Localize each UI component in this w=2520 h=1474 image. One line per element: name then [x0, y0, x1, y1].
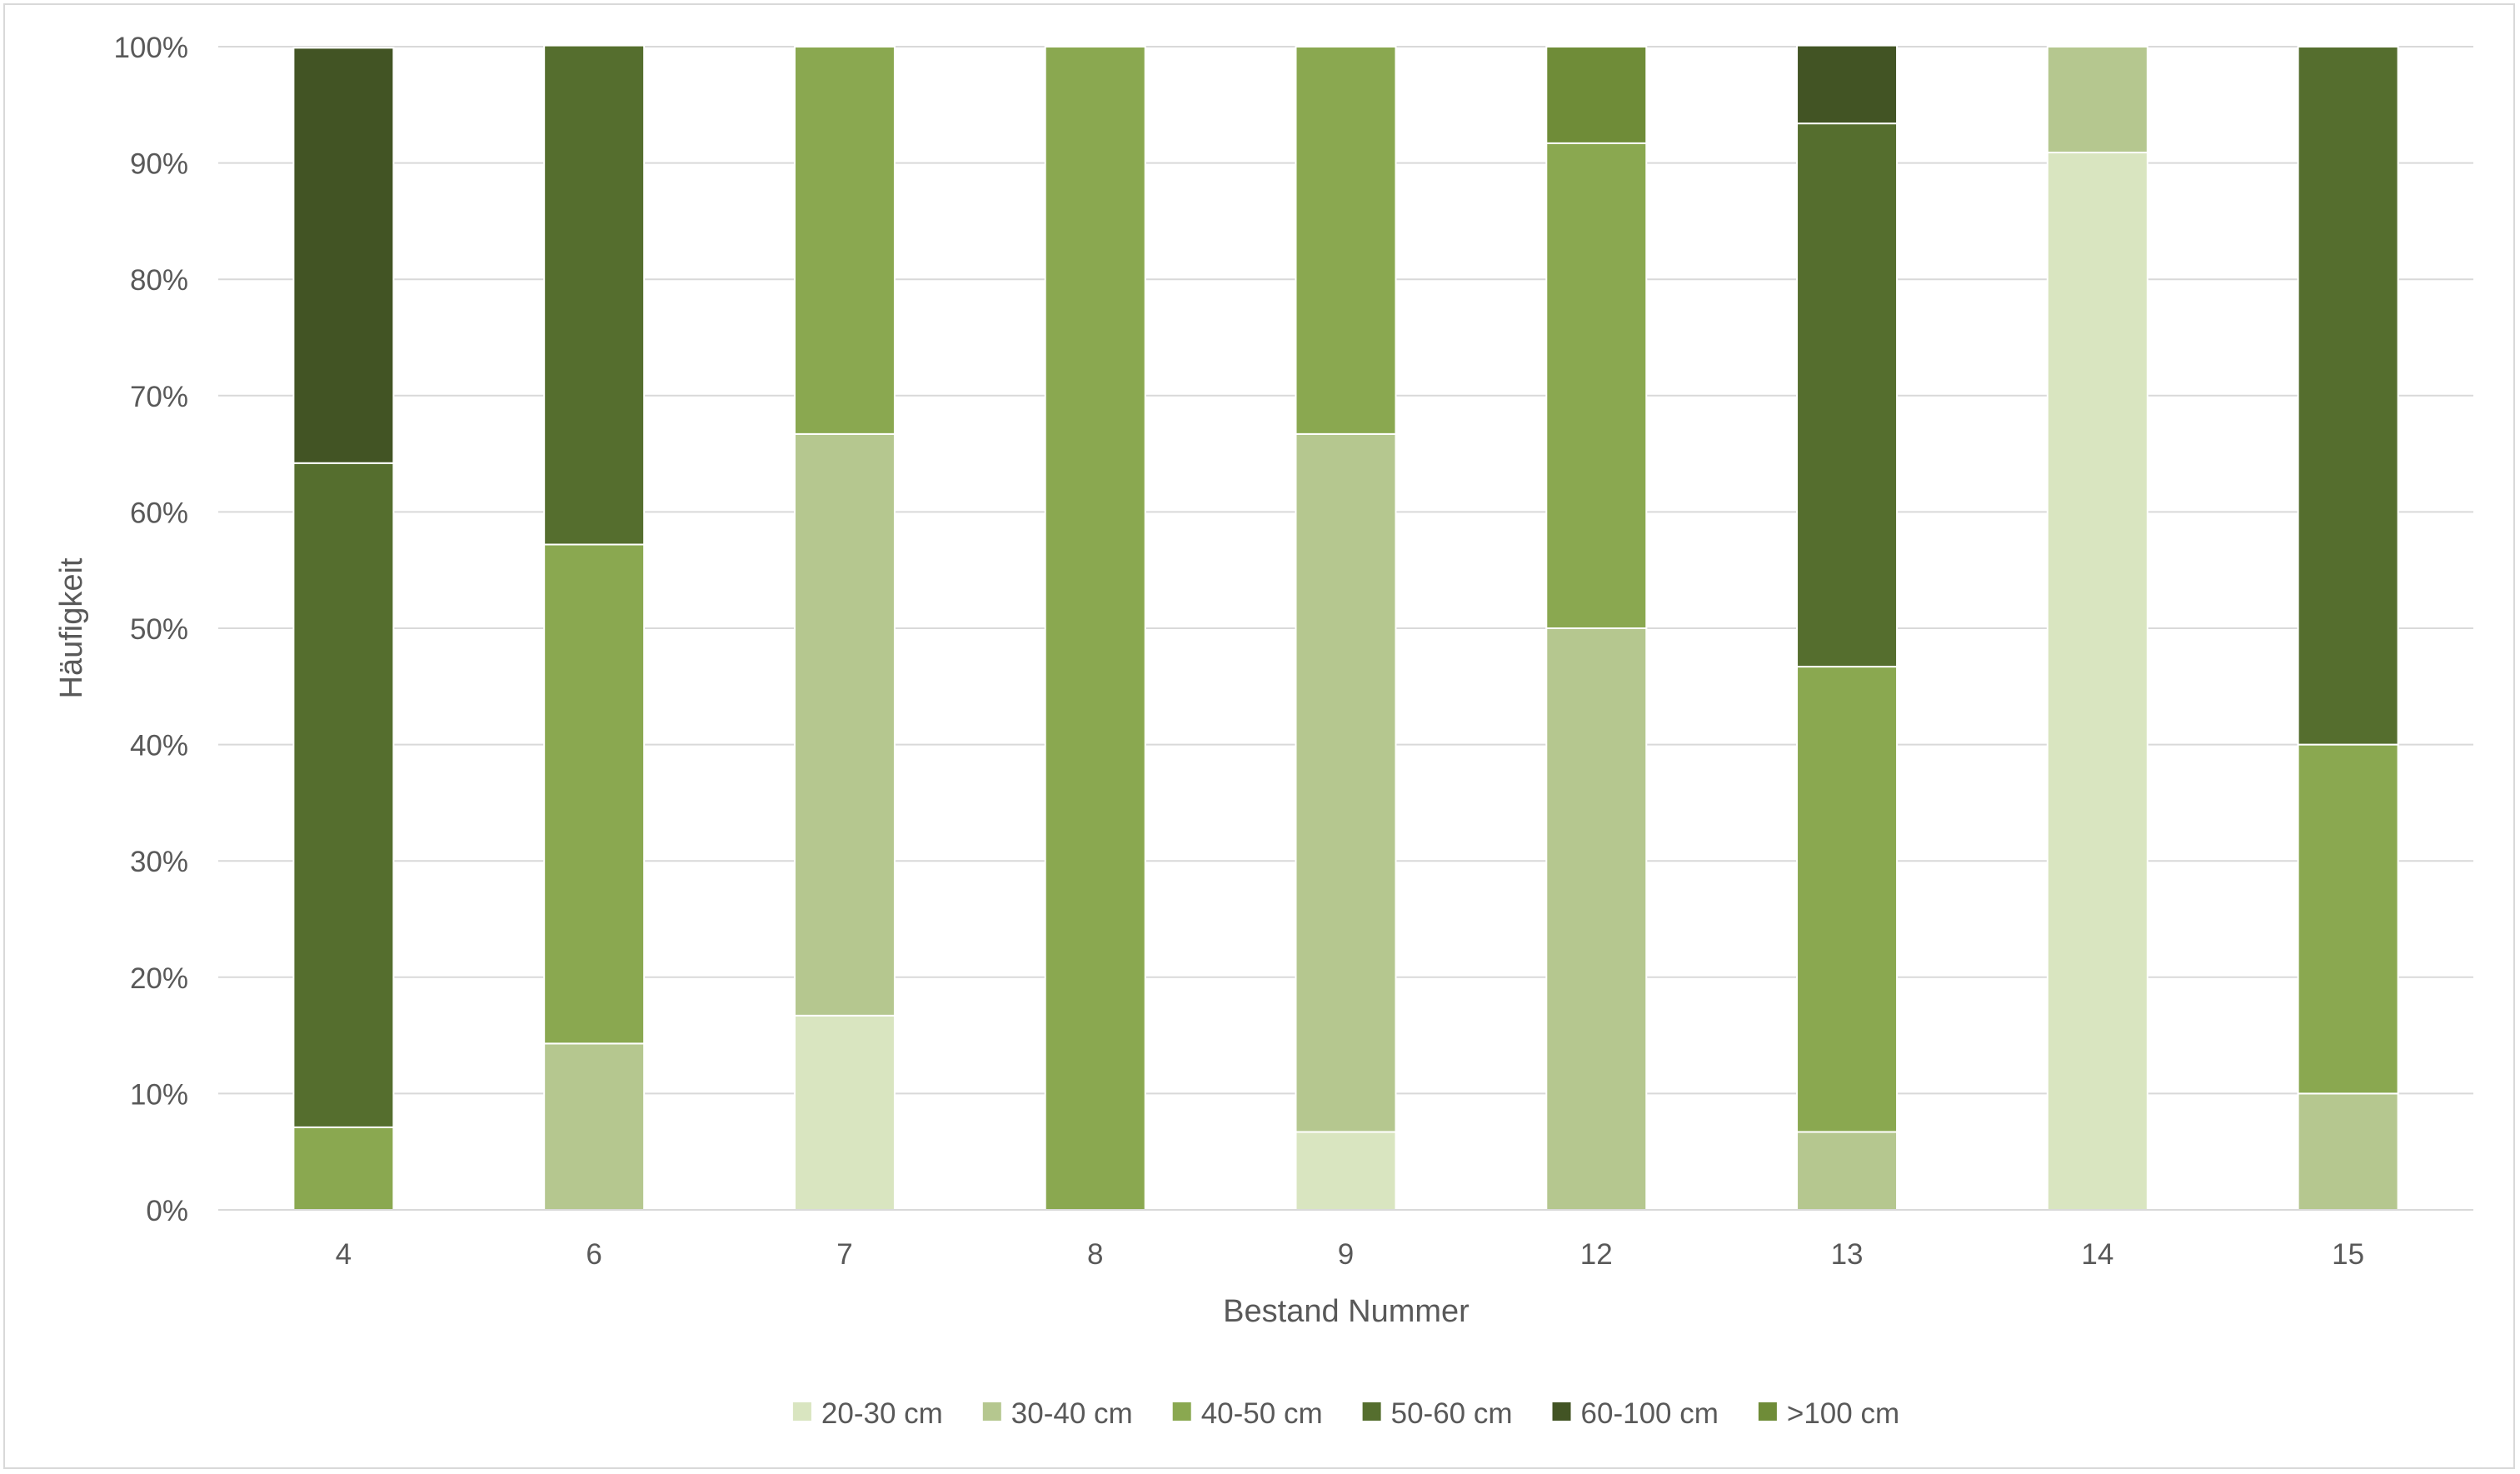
- bar-segment: [793, 1014, 896, 1212]
- axes: 0% 10% 20% 30% 40% 50% 60% 70% 80% 90% 100% 4 6 7 8 9 12…: [113, 32, 2473, 1271]
- y-tick-label: 10%: [130, 1078, 188, 1111]
- y-tick-label: 30%: [130, 846, 188, 878]
- bars: [292, 44, 2399, 1212]
- bar-segment: [2046, 46, 2148, 154]
- bar-segment: [2046, 152, 2148, 1211]
- legend-swatch: [792, 1402, 811, 1421]
- legend-label: 30-40 cm: [1011, 1397, 1133, 1430]
- bar-segment: [1295, 1131, 1397, 1212]
- legend-swatch: [1362, 1402, 1381, 1421]
- y-tick-label: 80%: [130, 264, 188, 297]
- bar-segment: [1295, 432, 1397, 1133]
- bar-segment: [2297, 46, 2399, 746]
- y-tick-label: 20%: [130, 962, 188, 995]
- y-tick-label: 0%: [146, 1195, 188, 1227]
- y-tick-label: 60%: [130, 497, 188, 529]
- bar-segment: [2297, 1092, 2399, 1212]
- x-tick-label: 14: [2081, 1238, 2113, 1271]
- legend-label: 20-30 cm: [821, 1397, 943, 1430]
- bar-segment: [1044, 46, 1146, 1211]
- bar-segment: [1545, 627, 1648, 1211]
- y-tick-label: 40%: [130, 730, 188, 762]
- bar-segment: [292, 47, 395, 464]
- bar-segment: [1545, 46, 1648, 144]
- y-tick-label: 50%: [130, 613, 188, 646]
- bar-segment: [793, 432, 896, 1017]
- bar-segment: [292, 462, 395, 1128]
- y-tick-label: 90%: [130, 148, 188, 181]
- x-tick-label: 4: [336, 1238, 352, 1271]
- bar-segment: [2297, 743, 2399, 1095]
- legend-swatch: [1758, 1402, 1777, 1421]
- y-tick-label: 100%: [113, 32, 188, 64]
- legend-swatch: [982, 1402, 1001, 1421]
- stacked-bar-chart: 0% 10% 20% 30% 40% 50% 60% 70% 80% 90% 100% 4 6 7 8 9 12…: [54, 32, 2473, 1430]
- bar-segment: [793, 46, 896, 435]
- legend-swatch: [1552, 1402, 1571, 1421]
- legend-label: >100 cm: [1787, 1397, 1899, 1430]
- y-axis-title: Häufigkeit: [54, 557, 89, 698]
- x-tick-label: 6: [586, 1238, 601, 1271]
- bar-segment: [543, 44, 646, 546]
- legend: 20-30 cm 30-40 cm 40-50 cm 50-60 cm 60-100 c…: [792, 1397, 1899, 1430]
- x-axis-title: Bestand Nummer: [1223, 1294, 1470, 1329]
- x-tick-label: 7: [836, 1238, 852, 1271]
- bar-segment: [1796, 122, 1899, 668]
- legend-label: 60-100 cm: [1581, 1397, 1719, 1430]
- x-tick-label: 9: [1338, 1238, 1354, 1271]
- x-tick-label: 15: [2332, 1238, 2364, 1271]
- x-tick-label: 8: [1087, 1238, 1103, 1271]
- bar-segment: [1796, 1131, 1899, 1212]
- legend-label: 40-50 cm: [1201, 1397, 1323, 1430]
- legend-swatch: [1172, 1402, 1191, 1421]
- x-tick-label: 12: [1580, 1238, 1613, 1271]
- y-tick-label: 70%: [130, 381, 188, 413]
- x-tick-label: 13: [1831, 1238, 1864, 1271]
- chart-frame: 0% 10% 20% 30% 40% 50% 60% 70% 80% 90% 100% 4 6 7 8 9 12…: [3, 3, 2515, 1469]
- bar-segment: [1545, 142, 1648, 630]
- bar-segment: [543, 543, 646, 1045]
- bar-segment: [1796, 44, 1899, 125]
- legend-label: 50-60 cm: [1391, 1397, 1513, 1430]
- bar-segment: [292, 1126, 395, 1212]
- bar-segment: [543, 1042, 646, 1211]
- bar-segment: [1295, 46, 1397, 435]
- bar-segment: [1796, 666, 1899, 1133]
